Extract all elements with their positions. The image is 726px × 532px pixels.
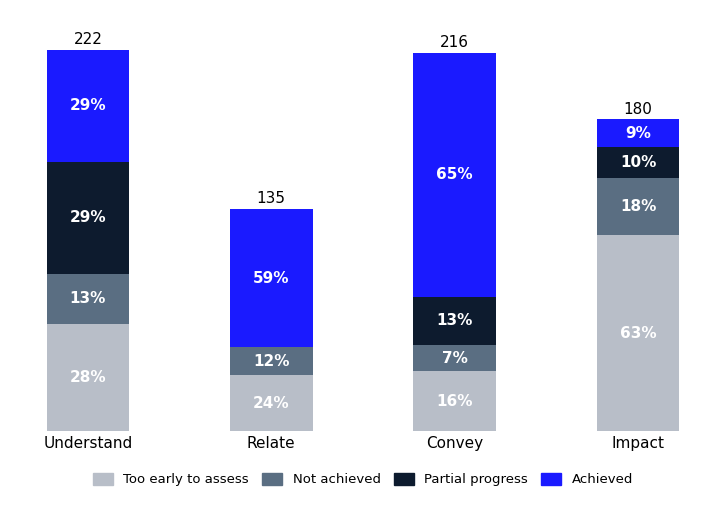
Text: 65%: 65%: [436, 167, 473, 182]
Text: 222: 222: [73, 32, 102, 47]
Text: 10%: 10%: [620, 155, 656, 170]
Text: 16%: 16%: [436, 394, 473, 409]
Text: 180: 180: [624, 102, 653, 117]
Bar: [46, 162, 129, 273]
Text: 29%: 29%: [70, 210, 106, 225]
Text: 28%: 28%: [70, 370, 106, 385]
Bar: [597, 178, 680, 235]
Text: 13%: 13%: [70, 291, 106, 306]
Text: 29%: 29%: [70, 98, 106, 113]
Text: 18%: 18%: [620, 199, 656, 214]
Bar: [46, 323, 129, 431]
Bar: [413, 371, 496, 431]
Bar: [597, 235, 680, 431]
Legend: Too early to assess, Not achieved, Partial progress, Achieved: Too early to assess, Not achieved, Parti…: [88, 468, 638, 492]
Text: 135: 135: [257, 192, 286, 206]
Text: 9%: 9%: [625, 126, 651, 140]
Bar: [597, 119, 680, 147]
Text: 12%: 12%: [253, 354, 290, 369]
Bar: [230, 209, 313, 347]
Text: 7%: 7%: [441, 351, 468, 366]
Bar: [46, 273, 129, 323]
Bar: [413, 345, 496, 371]
Bar: [230, 375, 313, 431]
Bar: [413, 53, 496, 296]
Text: 13%: 13%: [436, 313, 473, 328]
Bar: [413, 296, 496, 345]
Bar: [46, 50, 129, 162]
Text: 24%: 24%: [253, 396, 290, 411]
Text: 63%: 63%: [620, 326, 656, 340]
Bar: [230, 347, 313, 375]
Text: 59%: 59%: [253, 270, 290, 286]
Text: 216: 216: [440, 35, 469, 51]
Bar: [597, 147, 680, 178]
